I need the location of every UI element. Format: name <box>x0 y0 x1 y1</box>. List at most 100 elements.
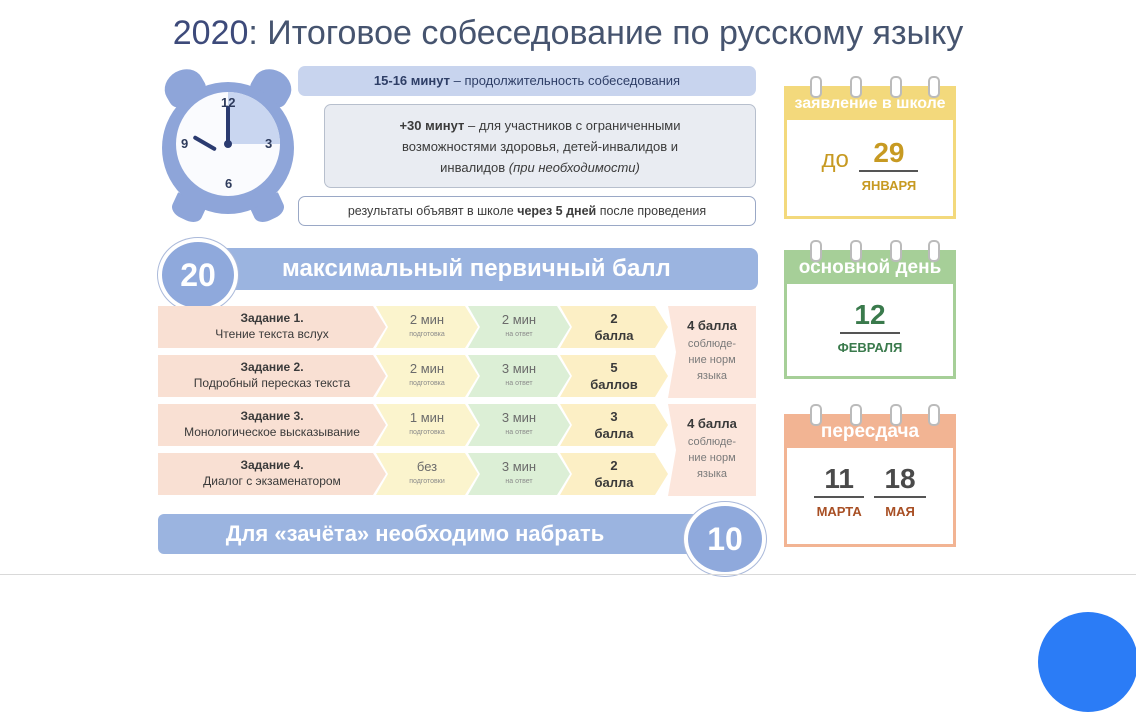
points-value: 2 <box>610 311 618 326</box>
extra-time-value: +30 минут <box>399 118 465 133</box>
task-title: Задание 1. <box>240 311 304 325</box>
answer-note: на ответ <box>505 429 533 436</box>
extra-time-line3: инвалидов <box>440 160 509 175</box>
task-name-cell: Задание 3. Монологическое высказывание <box>158 404 386 446</box>
prep-note: подготовка <box>409 429 445 436</box>
pass-threshold-value: 10 <box>684 502 766 576</box>
norms-line3: языка <box>696 370 728 382</box>
floating-action-button[interactable] <box>1038 612 1136 712</box>
points-cell: 2 балла <box>560 453 668 495</box>
task-row: Задание 2. Подробный пересказ текста 2 ми… <box>158 355 668 397</box>
task-name-cell: Задание 4. Диалог с экзаменатором <box>158 453 386 495</box>
calendar-day: 12 <box>840 300 900 334</box>
prep-note: подготовка <box>409 380 445 387</box>
prep-note: подготовка <box>409 331 445 338</box>
calendar-day: 11 <box>814 464 864 498</box>
answer-time: 3 мин <box>501 361 537 376</box>
answer-time: 2 мин <box>501 312 537 327</box>
points-cell: 2 балла <box>560 306 668 348</box>
retake-calendar: пересдача 11 МАРТА 18 МАЯ <box>784 404 956 547</box>
norms-line3: языка <box>696 468 728 480</box>
language-norms-score: 4 балла соблюде- ние норм языка <box>668 404 756 496</box>
prep-time: 2 мин <box>409 361 445 376</box>
prep-time-cell: 2 мин подготовка <box>376 355 478 397</box>
calendar-month: МАРТА <box>816 504 862 519</box>
task-row: Задание 3. Монологическое высказывание 1 … <box>158 404 668 446</box>
infographic-title: 2020: Итоговое собеседование по русскому… <box>0 14 1136 53</box>
pass-threshold-banner: Для «зачёта» необходимо набрать <box>158 514 702 554</box>
calendar-rings-icon <box>784 404 956 426</box>
clock-number-6: 6 <box>225 176 233 191</box>
clock-number-9: 9 <box>181 136 189 151</box>
answer-time-cell: 3 мин на ответ <box>468 453 570 495</box>
prep-time: 2 мин <box>409 312 445 327</box>
calendar-month: МАЯ <box>885 504 915 519</box>
results-days: через 5 дней <box>517 204 597 218</box>
answer-time-cell: 2 мин на ответ <box>468 306 570 348</box>
points-value: 3 <box>610 409 618 424</box>
points-value: 2 <box>610 458 618 473</box>
calendar-rings-icon <box>784 76 956 98</box>
results-info: результаты объявят в школе через 5 дней … <box>298 196 756 226</box>
task-description: Подробный пересказ текста <box>193 376 351 390</box>
answer-time: 3 мин <box>501 459 537 474</box>
language-norms-score: 4 балла соблюде- ние норм языка <box>668 306 756 398</box>
task-row: Задание 1. Чтение текста вслух 2 мин подго… <box>158 306 668 348</box>
max-score-banner: максимальный первичный балл <box>186 248 758 290</box>
prep-time-cell: 1 мин подготовка <box>376 404 478 446</box>
points-unit: балла <box>594 426 634 441</box>
calendar-month: ФЕВРАЛЯ <box>837 340 903 355</box>
results-post: после проведения <box>596 204 707 218</box>
calendar-day: 18 <box>874 464 926 498</box>
max-score-value: 20 <box>158 238 238 312</box>
points-value: 5 <box>610 360 618 375</box>
norms-line1: соблюде- <box>687 436 737 448</box>
prep-time: 1 мин <box>409 410 445 425</box>
answer-note: на ответ <box>505 478 533 485</box>
prep-note: подготовки <box>409 478 445 485</box>
answer-note: на ответ <box>505 331 533 338</box>
extra-time-line1: – для участников с ограниченными <box>464 118 681 133</box>
prep-time-cell: без подготовки <box>376 453 478 495</box>
calendar-day: 29 <box>859 138 919 172</box>
points-unit: балла <box>594 475 634 490</box>
points-cell: 3 балла <box>560 404 668 446</box>
norms-line2: ние норм <box>688 452 736 464</box>
answer-time-cell: 3 мин на ответ <box>468 355 570 397</box>
task-name-cell: Задание 2. Подробный пересказ текста <box>158 355 386 397</box>
extra-time-line2: возможностями здоровья, детей-инвалидов … <box>401 139 678 154</box>
extra-time-info: +30 минут – для участников с ограниченны… <box>324 104 756 188</box>
title-text: : Итоговое собеседование по русскому язы… <box>248 14 964 52</box>
norms-line2: ние норм <box>688 354 736 366</box>
results-pre: результаты объявят в школе <box>347 204 518 218</box>
norms-line1: соблюде- <box>687 338 737 350</box>
duration-info: 15-16 минут – продолжительность собеседо… <box>298 66 756 96</box>
norms-score: 4 балла <box>687 318 737 333</box>
task-row: Задание 4. Диалог с экзаменатором без подг… <box>158 453 668 495</box>
main-day-calendar: основной день 12 ФЕВРАЛЯ <box>784 240 956 379</box>
title-year: 2020 <box>172 14 249 52</box>
clock-number-12: 12 <box>221 95 236 110</box>
points-unit: балла <box>594 328 634 343</box>
deadline-prefix: до <box>821 146 849 173</box>
answer-time-cell: 3 мин на ответ <box>468 404 570 446</box>
points-unit: баллов <box>590 377 638 392</box>
task-description: Монологическое высказывание <box>184 425 360 439</box>
application-deadline-calendar: заявление в школе до 29 ЯНВАРЯ <box>784 76 956 219</box>
task-description: Диалог с экзаменатором <box>203 474 341 488</box>
task-name-cell: Задание 1. Чтение текста вслух <box>158 306 386 348</box>
task-description: Чтение текста вслух <box>215 327 329 341</box>
duration-label: – продолжительность собеседования <box>449 73 681 88</box>
extra-time-note: (при необходимости) <box>508 160 640 175</box>
prep-time-cell: 2 мин подготовка <box>376 306 478 348</box>
task-title: Задание 4. <box>240 458 304 472</box>
task-title: Задание 2. <box>240 360 304 374</box>
answer-time: 3 мин <box>501 410 537 425</box>
divider <box>0 574 1136 575</box>
calendar-rings-icon <box>784 240 956 262</box>
task-title: Задание 3. <box>240 409 304 423</box>
clock-number-3: 3 <box>265 136 273 151</box>
prep-time: без <box>416 459 438 474</box>
alarm-clock-icon: 12 3 6 9 <box>158 62 298 226</box>
duration-value: 15-16 минут <box>373 73 450 88</box>
